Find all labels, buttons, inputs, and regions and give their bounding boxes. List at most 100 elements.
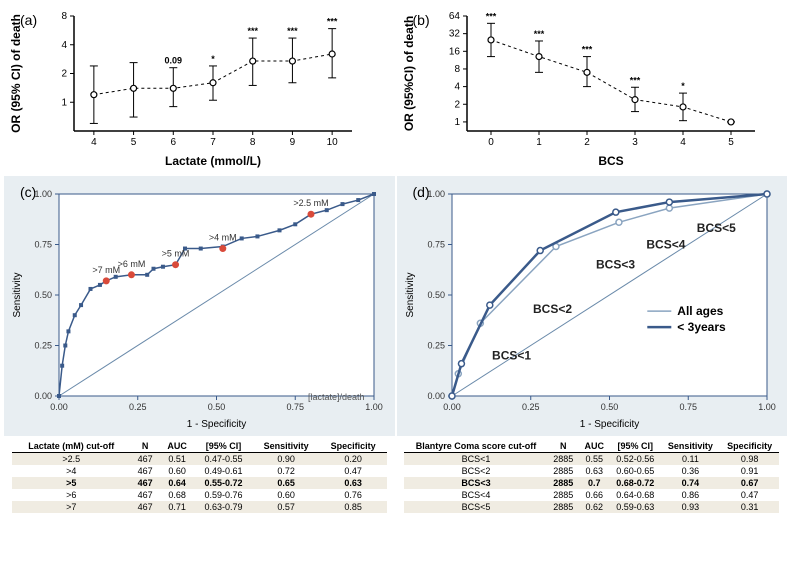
column-header: Sensitivity <box>253 440 320 453</box>
svg-text:0.50: 0.50 <box>600 402 618 412</box>
table-row: >54670.640.55-0.720.650.63 <box>12 477 387 489</box>
svg-text:***: *** <box>327 17 338 27</box>
svg-text:BCS<5: BCS<5 <box>696 221 735 235</box>
svg-text:0.25: 0.25 <box>521 402 539 412</box>
panel-b: (b) 1248163264012345*************BCSOR (… <box>397 4 788 174</box>
svg-text:0.25: 0.25 <box>34 341 52 351</box>
table-row: BCS<328850.70.68-0.720.740.67 <box>404 477 779 489</box>
column-header: Specificity <box>320 440 387 453</box>
svg-text:5: 5 <box>131 137 137 148</box>
svg-text:8: 8 <box>454 64 460 75</box>
table-row: BCS<228850.630.60-0.650.360.91 <box>404 465 779 477</box>
table-row: >64670.680.59-0.760.600.76 <box>12 489 387 501</box>
svg-text:0.50: 0.50 <box>34 290 52 300</box>
column-header: [95% CI] <box>610 440 661 453</box>
svg-text:1: 1 <box>536 137 542 148</box>
table-row: >44670.600.49-0.610.720.47 <box>12 465 387 477</box>
svg-text:***: *** <box>287 26 298 36</box>
svg-text:0.25: 0.25 <box>129 402 147 412</box>
svg-text:10: 10 <box>327 137 339 148</box>
table-row: >2.54670.510.47-0.550.900.20 <box>12 453 387 466</box>
svg-text:*: * <box>681 81 685 91</box>
panel-d: (d) 0.000.000.250.250.500.500.750.751.00… <box>397 176 788 436</box>
svg-text:0.00: 0.00 <box>34 391 52 401</box>
svg-text:1: 1 <box>61 97 67 108</box>
svg-text:1: 1 <box>454 117 460 128</box>
svg-text:4: 4 <box>454 82 460 93</box>
column-header: AUC <box>579 440 610 453</box>
column-header: AUC <box>160 440 195 453</box>
svg-text:64: 64 <box>448 11 460 22</box>
column-header: Lactate (mM) cut-off <box>12 440 131 453</box>
svg-text:4: 4 <box>680 137 686 148</box>
panel-c: (c) 0.000.000.250.250.500.500.750.751.00… <box>4 176 395 436</box>
column-header: N <box>131 440 160 453</box>
svg-text:***: *** <box>485 11 496 21</box>
table-row: >74670.710.63-0.790.570.85 <box>12 501 387 513</box>
table-row: BCS<128850.550.52-0.560.110.98 <box>404 453 779 466</box>
svg-text:Sensitivity: Sensitivity <box>405 272 416 317</box>
svg-text:5: 5 <box>728 137 734 148</box>
svg-text:4: 4 <box>61 40 67 51</box>
panel-a: (a) 1248456789100.09**********Lactate (m… <box>4 4 395 174</box>
svg-text:All ages: All ages <box>677 304 723 318</box>
svg-text:BCS<1: BCS<1 <box>492 348 531 362</box>
svg-text:***: *** <box>247 26 258 36</box>
svg-text:0.00: 0.00 <box>443 402 461 412</box>
svg-text:1 - Specificity: 1 - Specificity <box>187 419 246 430</box>
svg-text:0: 0 <box>488 137 494 148</box>
roc-c-caption: [lactate]/death <box>308 392 365 402</box>
svg-text:0.50: 0.50 <box>208 402 226 412</box>
svg-text:Lactate (mmol/L): Lactate (mmol/L) <box>165 154 261 168</box>
svg-text:>5 mM: >5 mM <box>162 249 190 259</box>
column-header: Blantyre Coma score cut-off <box>404 440 547 453</box>
svg-text:< 3years: < 3years <box>677 320 726 334</box>
svg-text:BCS<2: BCS<2 <box>533 302 572 316</box>
chart-b: 1248163264012345*************BCSOR (95%C… <box>397 4 767 169</box>
svg-text:3: 3 <box>632 137 638 148</box>
svg-text:7: 7 <box>210 137 216 148</box>
svg-text:OR (95% CI) of death: OR (95% CI) of death <box>9 14 23 133</box>
svg-text:32: 32 <box>448 29 460 40</box>
chart-d: 0.000.000.250.250.500.500.750.751.001.00… <box>397 176 782 431</box>
svg-text:9: 9 <box>290 137 296 148</box>
svg-text:>2.5 mM: >2.5 mM <box>293 198 328 208</box>
chart-a: 1248456789100.09**********Lactate (mmol/… <box>4 4 364 169</box>
column-header: N <box>548 440 579 453</box>
svg-text:OR (95%CI) of death: OR (95%CI) of death <box>402 16 416 131</box>
svg-text:1.00: 1.00 <box>758 402 776 412</box>
svg-text:***: *** <box>629 75 640 85</box>
svg-text:4: 4 <box>91 137 97 148</box>
column-header: Sensitivity <box>661 440 720 453</box>
svg-text:16: 16 <box>448 46 460 57</box>
svg-text:1.00: 1.00 <box>34 189 52 199</box>
svg-text:1.00: 1.00 <box>365 402 383 412</box>
svg-text:0.75: 0.75 <box>679 402 697 412</box>
svg-text:0.00: 0.00 <box>50 402 68 412</box>
svg-text:BCS<3: BCS<3 <box>596 258 635 272</box>
svg-text:1 - Specificity: 1 - Specificity <box>579 419 638 430</box>
table-lactate-wrap: Lactate (mM) cut-offNAUC[95% CI]Sensitiv… <box>4 438 395 515</box>
svg-text:BCS: BCS <box>598 154 623 168</box>
table-bcs: Blantyre Coma score cut-offNAUC[95% CI]S… <box>404 440 779 513</box>
svg-text:0.00: 0.00 <box>427 391 445 401</box>
column-header: [95% CI] <box>194 440 252 453</box>
svg-text:0.75: 0.75 <box>34 240 52 250</box>
svg-text:*: * <box>211 54 215 64</box>
column-header: Specificity <box>720 440 779 453</box>
svg-text:Sensitivity: Sensitivity <box>12 272 23 317</box>
table-row: BCS<428850.660.64-0.680.860.47 <box>404 489 779 501</box>
svg-text:***: *** <box>533 29 544 39</box>
svg-text:2: 2 <box>584 137 590 148</box>
svg-text:>4 mM: >4 mM <box>209 233 237 243</box>
svg-text:1.00: 1.00 <box>427 189 445 199</box>
table-bcs-wrap: Blantyre Coma score cut-offNAUC[95% CI]S… <box>397 438 788 515</box>
svg-text:0.09: 0.09 <box>165 56 183 66</box>
table-lactate: Lactate (mM) cut-offNAUC[95% CI]Sensitiv… <box>12 440 387 513</box>
svg-text:8: 8 <box>61 11 67 22</box>
svg-text:***: *** <box>581 45 592 55</box>
svg-text:2: 2 <box>61 69 67 80</box>
svg-text:0.50: 0.50 <box>427 290 445 300</box>
svg-text:0.75: 0.75 <box>427 240 445 250</box>
svg-text:8: 8 <box>250 137 256 148</box>
